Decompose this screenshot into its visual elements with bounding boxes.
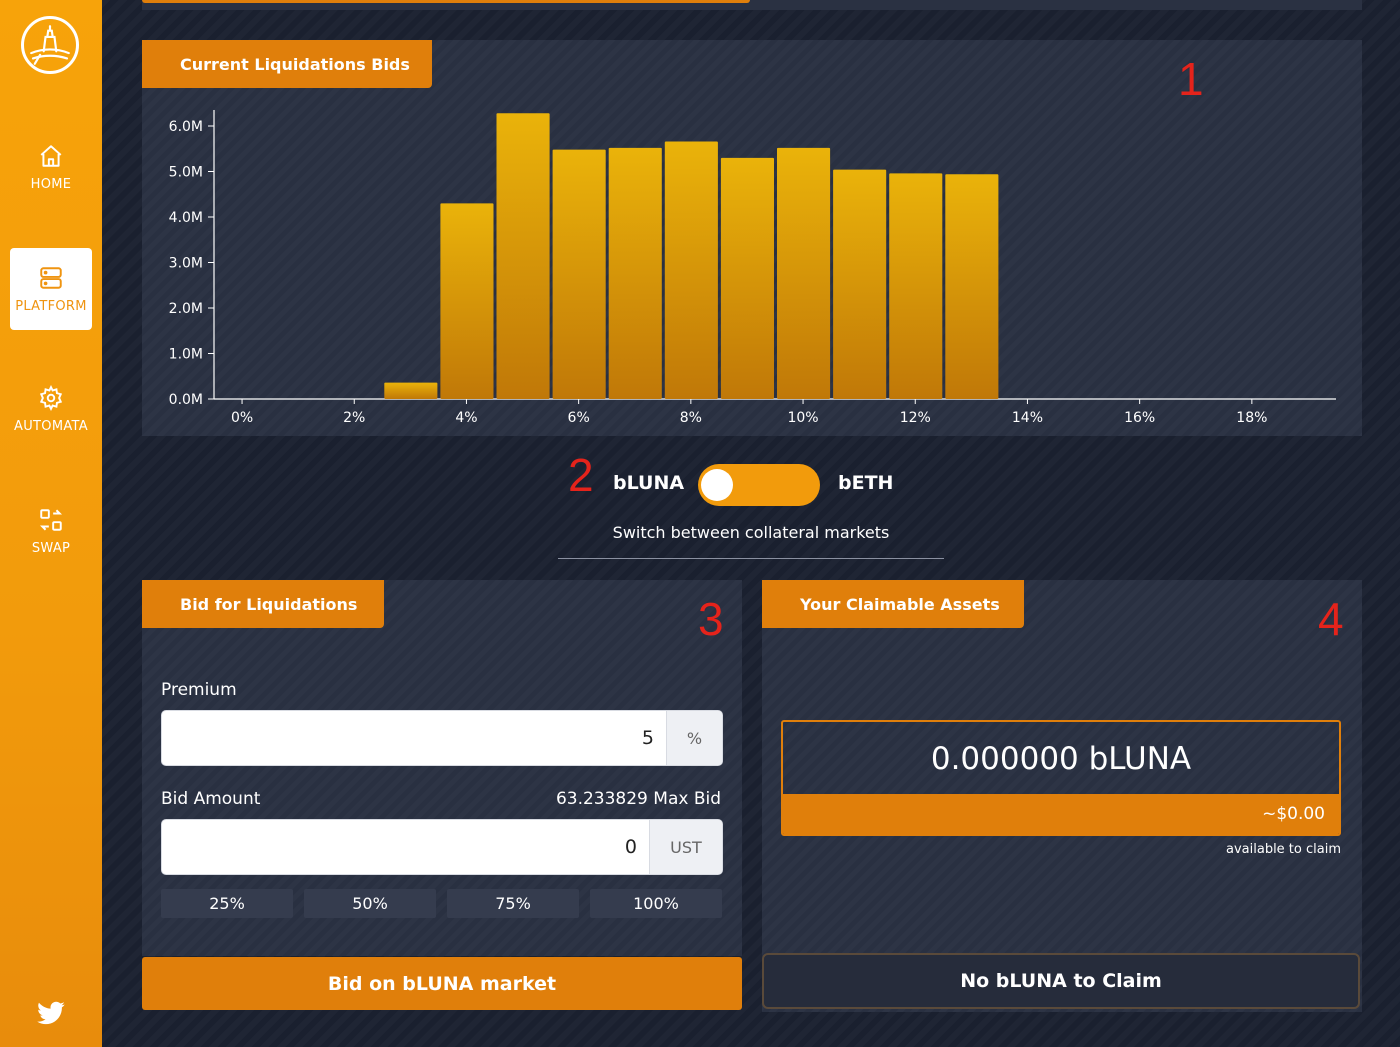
claim-amount: 0.000000 bLUNA xyxy=(930,741,1192,777)
bar-8% xyxy=(664,141,718,399)
home-icon xyxy=(40,144,62,167)
bar-4% xyxy=(440,203,494,399)
x-tick-label: 6% xyxy=(568,410,590,426)
bid-amount-field: UST xyxy=(161,819,723,875)
swap-icon xyxy=(39,508,63,531)
x-tick-label: 0% xyxy=(231,410,253,426)
sidebar-item-swap[interactable]: SWAP xyxy=(10,490,92,572)
sidebar-item-label: AUTOMATA xyxy=(14,418,88,434)
premium-input[interactable] xyxy=(162,711,668,765)
sidebar: HOME PLATFORM AUTOMATA SWAP xyxy=(0,0,102,1047)
claim-note: available to claim xyxy=(1226,842,1341,857)
y-tick-label: 3.0M xyxy=(169,256,203,272)
y-tick-label: 2.0M xyxy=(169,301,203,317)
toggle-caption: Switch between collateral markets xyxy=(612,523,890,542)
sidebar-item-home[interactable]: HOME xyxy=(10,126,92,208)
bar-12% xyxy=(889,173,943,399)
sidebar-item-label: PLATFORM xyxy=(15,298,87,314)
top-strip-accent xyxy=(142,0,750,3)
marker-1: 1 xyxy=(1178,53,1204,105)
bid-amount-label: Bid Amount xyxy=(161,789,261,809)
sidebar-item-platform[interactable]: PLATFORM xyxy=(10,248,92,330)
bar-7% xyxy=(608,147,662,399)
x-tick-label: 14% xyxy=(1012,410,1043,426)
liquidations-chart: 0.0M 1.0M 2.0M 3.0M 4.0M 5.0M 6.0M 0% 2% 4% 6% 8% 10… xyxy=(169,110,1336,426)
toggle-right-label[interactable]: bETH xyxy=(838,472,894,494)
toggle-divider xyxy=(558,558,944,559)
bid-submit-button[interactable]: Bid on bLUNA market xyxy=(142,957,742,1010)
bar-13% xyxy=(945,174,999,399)
x-tick-label: 10% xyxy=(787,410,818,426)
server-icon xyxy=(40,266,62,289)
marker-4: 4 xyxy=(1318,593,1344,645)
bar-9% xyxy=(720,157,774,399)
bar-10% xyxy=(777,147,831,399)
y-tick-label: 6.0M xyxy=(169,119,203,135)
bid-unit: UST xyxy=(649,820,722,874)
premium-unit: % xyxy=(666,711,722,765)
percent-75-button[interactable]: 75% xyxy=(447,889,579,918)
liquidations-tab: Current Liquidations Bids xyxy=(142,40,432,88)
marker-3: 3 xyxy=(698,593,724,645)
toggle-knob xyxy=(701,469,733,501)
percent-25-button[interactable]: 25% xyxy=(161,889,293,918)
sidebar-item-label: SWAP xyxy=(31,540,71,556)
bid-panel: Bid for Liquidations 3 xyxy=(142,580,742,956)
gear-icon xyxy=(39,384,63,411)
y-tick-label: 5.0M xyxy=(169,165,203,181)
premium-field: % xyxy=(161,710,723,766)
x-tick-label: 2% xyxy=(343,410,365,426)
y-tick-label: 1.0M xyxy=(169,347,203,363)
premium-label: Premium xyxy=(161,680,237,700)
max-bid-label[interactable]: 63.233829 Max Bid xyxy=(555,789,721,809)
sidebar-item-automata[interactable]: AUTOMATA xyxy=(10,368,92,450)
claimable-assets-box: 0.000000 bLUNA ~$0.00 xyxy=(781,720,1341,836)
claim-usd-value: ~$0.00 xyxy=(783,794,1339,834)
x-tick-label: 4% xyxy=(455,410,477,426)
toggle-left-label[interactable]: bLUNA xyxy=(613,472,685,494)
claim-tab: Your Claimable Assets xyxy=(762,580,1024,628)
bar-6% xyxy=(552,149,606,399)
x-tick-label: 16% xyxy=(1124,410,1155,426)
percent-50-button[interactable]: 50% xyxy=(304,889,436,918)
market-toggle-switch[interactable] xyxy=(698,464,820,506)
marker-2: 2 xyxy=(568,449,594,501)
x-tick-label: 18% xyxy=(1236,410,1267,426)
y-tick-label: 4.0M xyxy=(169,210,203,226)
x-tick-label: 8% xyxy=(680,410,702,426)
market-toggle-row: bLUNA bETH xyxy=(0,462,1400,508)
sidebar-item-label: HOME xyxy=(30,176,72,192)
logo-icon[interactable] xyxy=(21,16,79,74)
twitter-icon[interactable] xyxy=(36,998,66,1028)
top-strip xyxy=(142,0,1362,10)
percent-100-button[interactable]: 100% xyxy=(590,889,722,918)
bid-amount-input[interactable] xyxy=(162,820,651,874)
y-tick-label: 0.0M xyxy=(169,392,203,408)
bar-5% xyxy=(496,113,550,399)
bid-tab: Bid for Liquidations xyxy=(142,580,384,628)
x-tick-label: 12% xyxy=(900,410,931,426)
claim-button[interactable]: No bLUNA to Claim xyxy=(762,953,1360,1009)
bar-3% xyxy=(384,382,438,399)
bar-11% xyxy=(833,169,887,399)
